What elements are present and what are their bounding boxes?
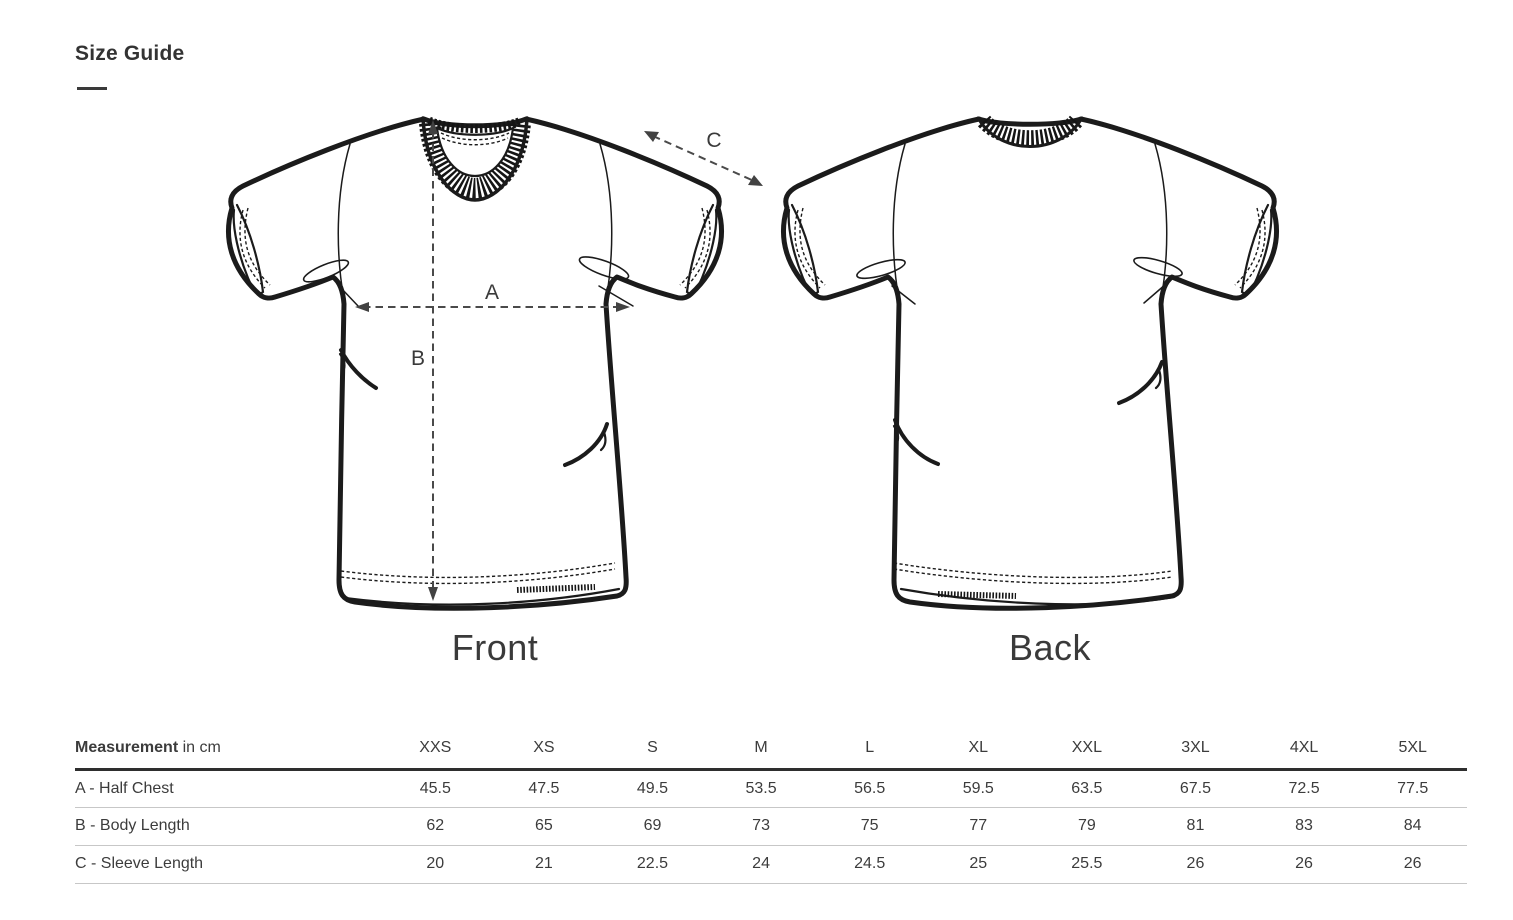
- table-row: C - Sleeve Length 20 21 22.5 24 24.5 25 …: [75, 845, 1467, 884]
- measurement-value: 62: [381, 807, 490, 846]
- front-collar-opening: [435, 126, 515, 178]
- size-column-header: XXS: [381, 729, 490, 771]
- measurement-value: 26: [1249, 845, 1359, 884]
- front-hem-tag: [516, 584, 596, 593]
- measurement-label: A - Half Chest: [75, 769, 381, 808]
- measurement-value: 59.5: [923, 769, 1033, 808]
- measurement-value: 75: [815, 807, 924, 846]
- measurement-value: 24: [706, 845, 816, 884]
- measurement-value: 69: [598, 807, 707, 846]
- size-table-section: Measurement in cm XXS XS S M L XL XXL 3X…: [75, 729, 1467, 884]
- measurement-value: 26: [1141, 845, 1250, 884]
- size-column-header: XS: [489, 729, 599, 771]
- back-collar-rib: [977, 115, 1083, 147]
- measurement-header-bold: Measurement: [75, 739, 179, 757]
- size-column-header: 4XL: [1249, 729, 1359, 771]
- back-hem-tag: [937, 591, 1017, 599]
- back-shirt-outline: [780, 116, 1280, 611]
- size-column-header: S: [598, 729, 707, 771]
- size-column-header: M: [706, 729, 816, 771]
- measurement-value: 83: [1249, 807, 1359, 846]
- front-shirt-diagram: B A C: [225, 116, 763, 611]
- annotation-c-label: C: [706, 129, 721, 152]
- measurement-value: 84: [1358, 807, 1467, 846]
- measurement-value: 53.5: [706, 769, 816, 808]
- measurement-value: 24.5: [815, 845, 924, 884]
- measurement-value: 65: [489, 807, 599, 846]
- measurement-value: 25.5: [1032, 845, 1142, 884]
- measurement-value: 63.5: [1032, 769, 1142, 808]
- measurement-value: 81: [1141, 807, 1250, 846]
- page-title: Size Guide: [75, 42, 185, 65]
- measurement-value: 77.5: [1358, 769, 1467, 808]
- measurement-value: 25: [923, 845, 1033, 884]
- size-column-header: 5XL: [1358, 729, 1467, 771]
- measurement-value: 47.5: [489, 769, 599, 808]
- measurement-value: 72.5: [1249, 769, 1359, 808]
- measurement-header: Measurement in cm: [75, 729, 381, 771]
- table-row: A - Half Chest 45.5 47.5 49.5 53.5 56.5 …: [75, 769, 1467, 808]
- measurement-value: 20: [381, 845, 490, 884]
- size-column-header: L: [815, 729, 924, 771]
- annotation-b-label: B: [411, 347, 425, 370]
- front-caption: Front: [451, 627, 539, 668]
- size-column-header: XXL: [1032, 729, 1142, 771]
- measurement-value: 22.5: [598, 845, 707, 884]
- annotation-a-label: A: [485, 281, 499, 304]
- size-column-header: 3XL: [1141, 729, 1250, 771]
- measurement-header-unit: in cm: [182, 739, 221, 757]
- measurement-value: 67.5: [1141, 769, 1250, 808]
- measurement-value: 21: [489, 845, 599, 884]
- back-shirt-diagram: [780, 115, 1280, 611]
- measurement-label: C - Sleeve Length: [75, 845, 381, 884]
- title-underline: [77, 87, 107, 90]
- measurement-value: 26: [1358, 845, 1467, 884]
- measurement-value: 77: [923, 807, 1033, 846]
- front-collar-rib: [419, 121, 531, 201]
- measurement-value: 45.5: [381, 769, 490, 808]
- size-table-header-row: Measurement in cm XXS XS S M L XL XXL 3X…: [75, 729, 1467, 771]
- sleeve-length-line: [652, 135, 755, 182]
- measurement-value: 56.5: [815, 769, 924, 808]
- size-column-header: XL: [923, 729, 1033, 771]
- size-table: Measurement in cm XXS XS S M L XL XXL 3X…: [75, 729, 1467, 884]
- measurement-value: 49.5: [598, 769, 707, 808]
- table-row: B - Body Length 62 65 69 73 75 77 79 81 …: [75, 807, 1467, 846]
- measurement-value: 79: [1032, 807, 1142, 846]
- measurement-value: 73: [706, 807, 816, 846]
- back-caption: Back: [1008, 627, 1092, 668]
- measurement-label: B - Body Length: [75, 807, 381, 846]
